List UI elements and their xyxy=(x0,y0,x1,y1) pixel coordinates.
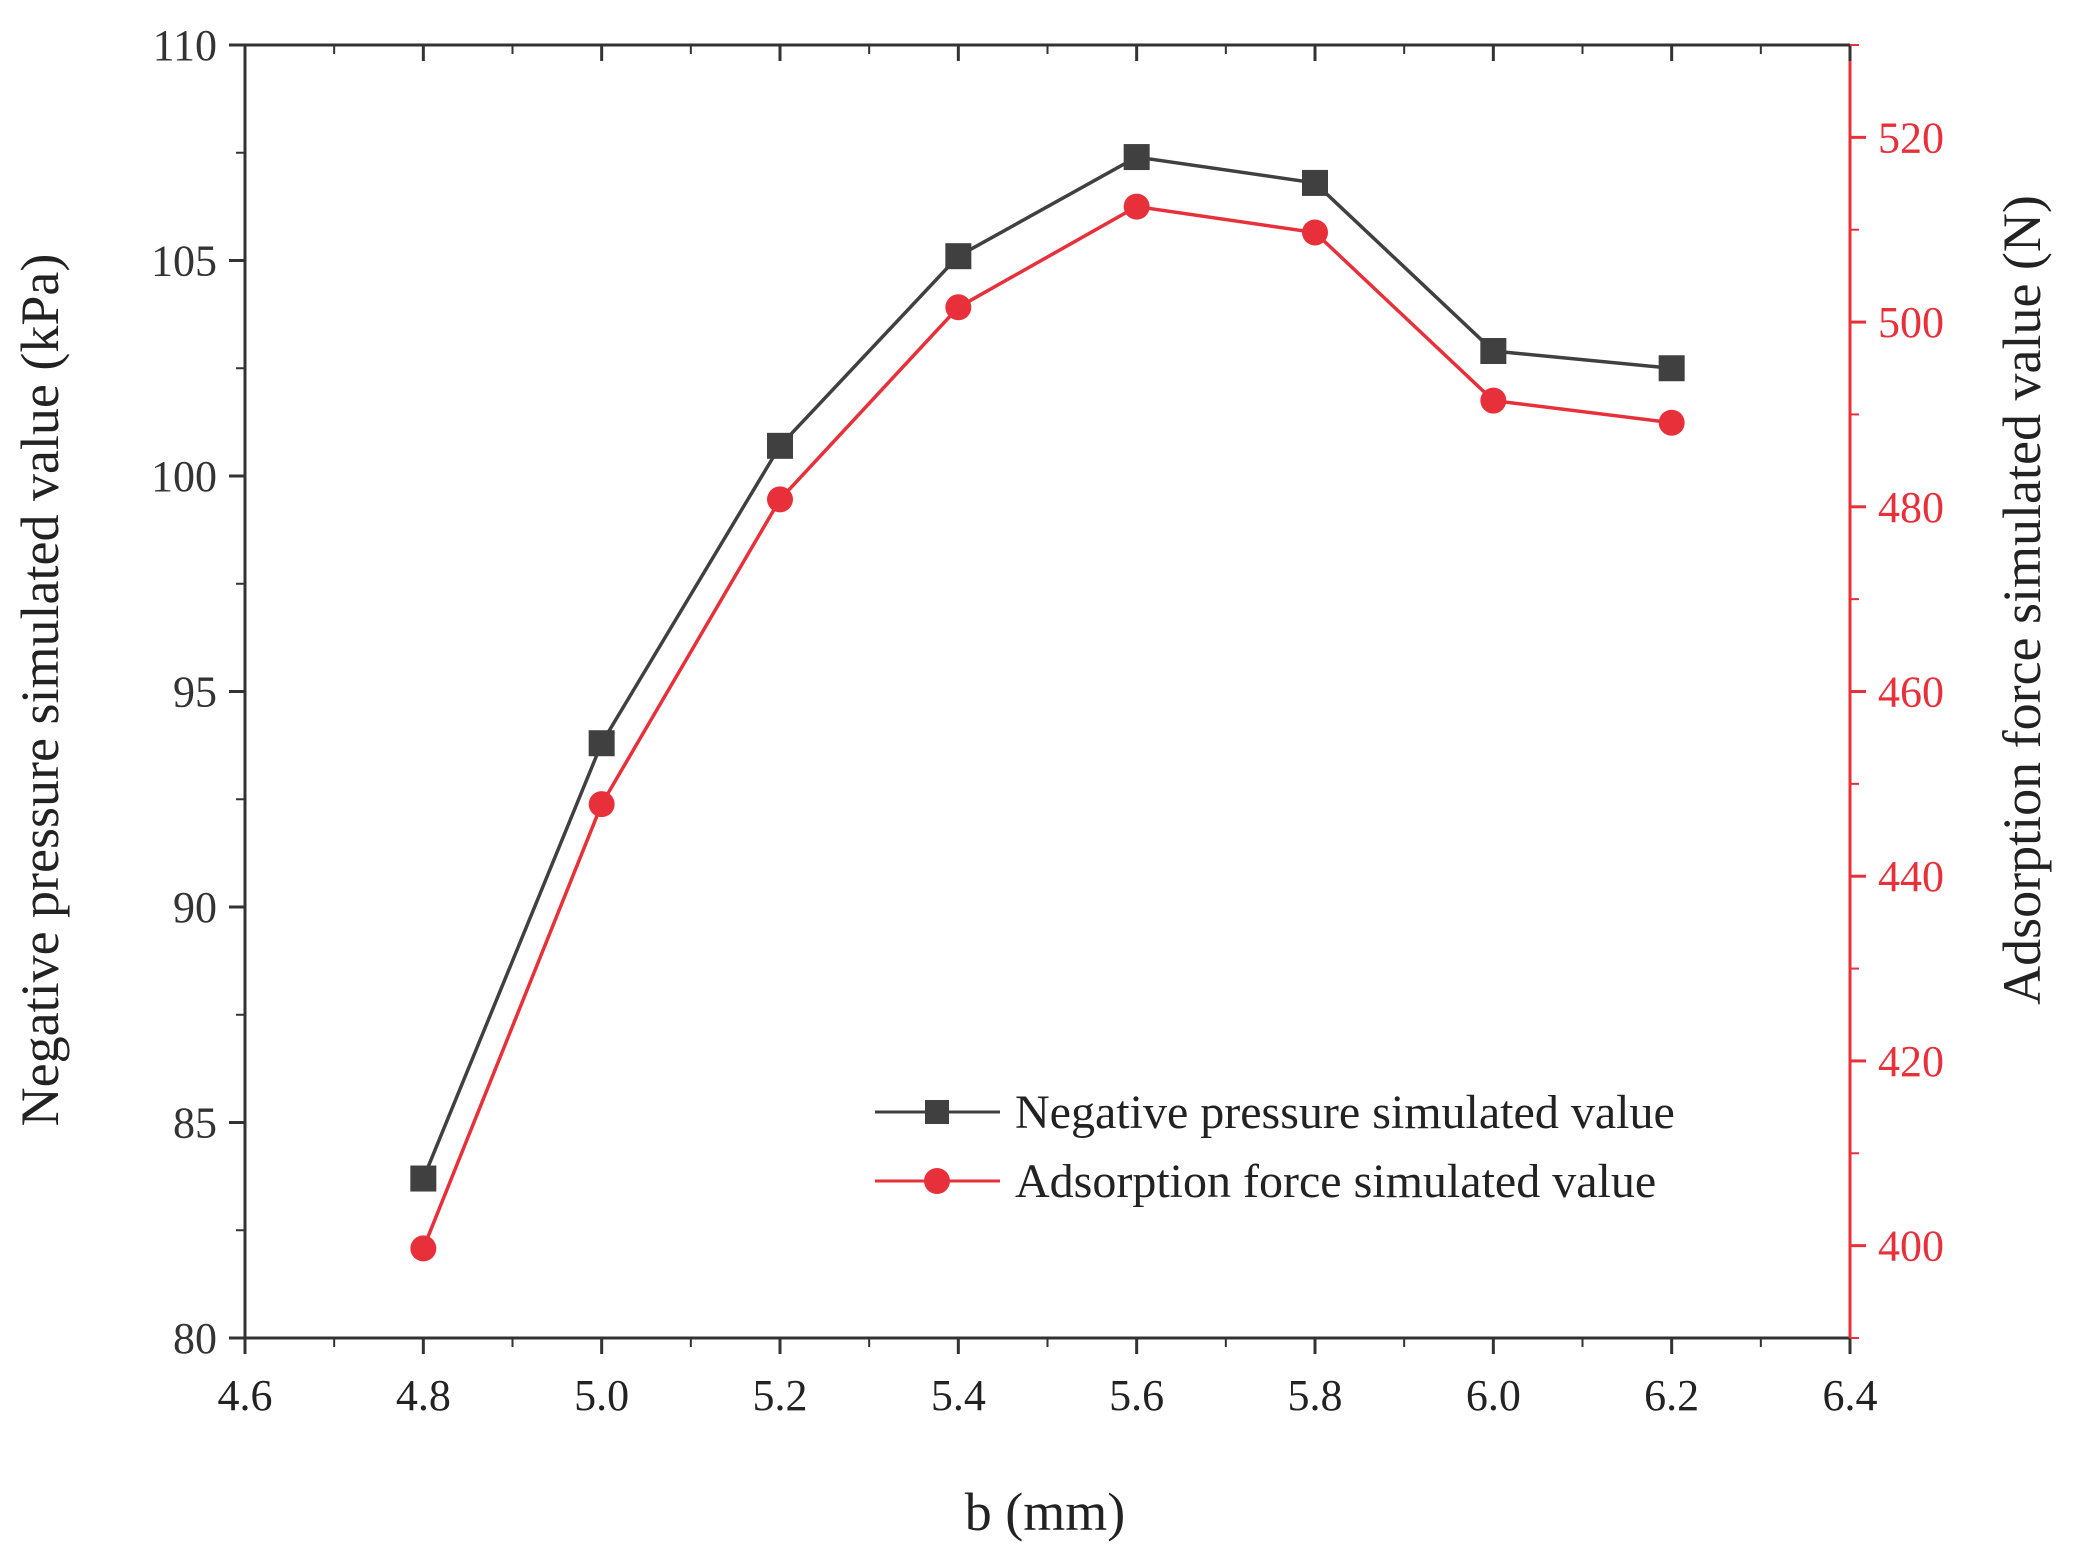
x-tick-label: 4.8 xyxy=(396,1371,451,1420)
x-axis-title: b (mm) xyxy=(965,1482,1125,1542)
legend: Negative pressure simulated value Adsorp… xyxy=(875,1086,1675,1208)
y-left-tick-label: 80 xyxy=(173,1314,217,1363)
data-point-square xyxy=(1123,144,1150,171)
series-line-negative-pressure xyxy=(421,155,1672,1180)
y-right-tick-label: 440 xyxy=(1878,852,1944,901)
series xyxy=(410,144,1685,1262)
x-tick-label: 5.2 xyxy=(753,1371,808,1420)
y-left-tick-label: 90 xyxy=(173,883,217,932)
legend-marker-square xyxy=(925,1100,949,1124)
ticks: 4.6 4.8 5.0 5.2 5.4 5.6 5.8 6.0 6.2 6.4 80 85 90 95 10… xyxy=(151,21,1944,1420)
y-left-tick-label: 95 xyxy=(173,668,217,717)
data-point-square xyxy=(767,432,793,459)
data-point-square xyxy=(945,243,972,270)
x-tick-label: 6.4 xyxy=(1823,1371,1878,1420)
y-right-tick-label: 460 xyxy=(1878,668,1944,717)
y-right-tick-label: 500 xyxy=(1878,298,1944,347)
x-tick-label: 6.0 xyxy=(1466,1371,1521,1420)
x-tick-label: 4.6 xyxy=(218,1371,273,1420)
legend-marker-circle xyxy=(924,1168,950,1194)
y-right-tick-label: 520 xyxy=(1878,113,1944,162)
x-tick-label: 5.4 xyxy=(931,1371,986,1420)
data-point-circle xyxy=(1480,387,1507,414)
y-left-tick-label: 85 xyxy=(173,1099,217,1148)
data-point-square xyxy=(1302,169,1328,196)
y-left-tick-label: 100 xyxy=(151,452,217,501)
y-right-tick-label: 480 xyxy=(1878,483,1944,532)
data-point-circle xyxy=(1658,409,1685,436)
data-point-circle xyxy=(1123,193,1150,220)
data-point-circle xyxy=(945,294,972,321)
data-point-square xyxy=(410,1165,437,1192)
x-tick-label: 5.8 xyxy=(1288,1371,1343,1420)
data-point-square xyxy=(588,730,615,757)
y-right-axis-title: Adsorption force simulated value (N) xyxy=(1992,195,2052,1005)
x-tick-label: 5.6 xyxy=(1109,1371,1164,1420)
x-tick-label: 5.0 xyxy=(574,1371,629,1420)
data-point-circle xyxy=(410,1235,437,1262)
y-left-axis-title: Negative pressure simulated value (kPa) xyxy=(10,254,70,1127)
data-point-square xyxy=(1658,355,1685,382)
y-left-tick-label: 110 xyxy=(153,21,217,70)
legend-label-adsorption-force: Adsorption force simulated value xyxy=(1015,1155,1656,1208)
data-point-circle xyxy=(1302,219,1328,246)
y-right-tick-label: 420 xyxy=(1878,1037,1944,1086)
legend-label-negative-pressure: Negative pressure simulated value xyxy=(1015,1086,1675,1139)
y-right-tick-label: 400 xyxy=(1878,1222,1944,1271)
y-left-tick-label: 105 xyxy=(151,237,217,286)
data-point-square xyxy=(1480,338,1507,365)
series-line-adsorption-force xyxy=(421,204,1672,1250)
data-point-circle xyxy=(767,486,793,513)
data-point-circle xyxy=(588,791,615,818)
x-tick-label: 6.2 xyxy=(1644,1371,1699,1420)
